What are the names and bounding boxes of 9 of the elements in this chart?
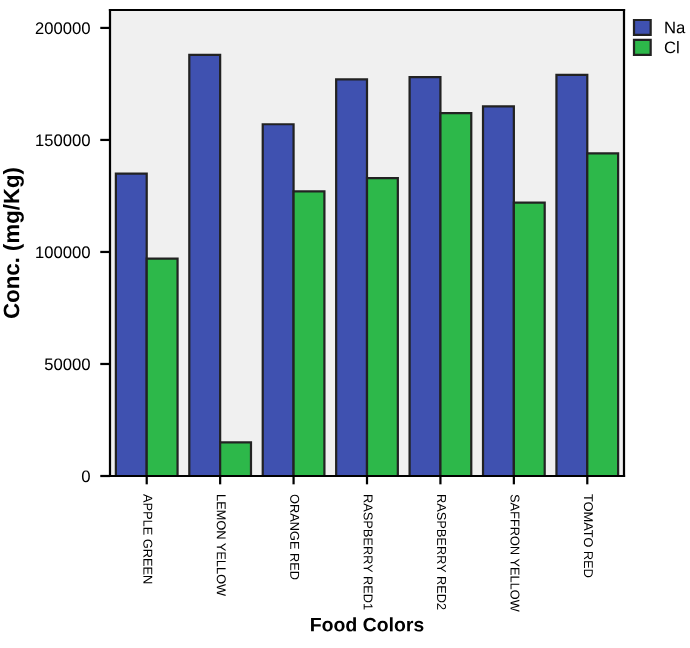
legend-label: Na xyxy=(665,21,686,34)
y-tick-label: 150000 xyxy=(36,134,90,147)
x-axis-title: Food Colors xyxy=(311,617,424,632)
legend-label: Cl xyxy=(664,41,679,54)
y-tick-label: 200000 xyxy=(35,22,90,35)
y-tick-label: 100000 xyxy=(36,246,90,259)
y-tick-label: 0 xyxy=(81,470,90,483)
y-tick-label: 50000 xyxy=(44,358,90,371)
y-axis-title: Conc. (mg/Kg) xyxy=(3,168,24,318)
